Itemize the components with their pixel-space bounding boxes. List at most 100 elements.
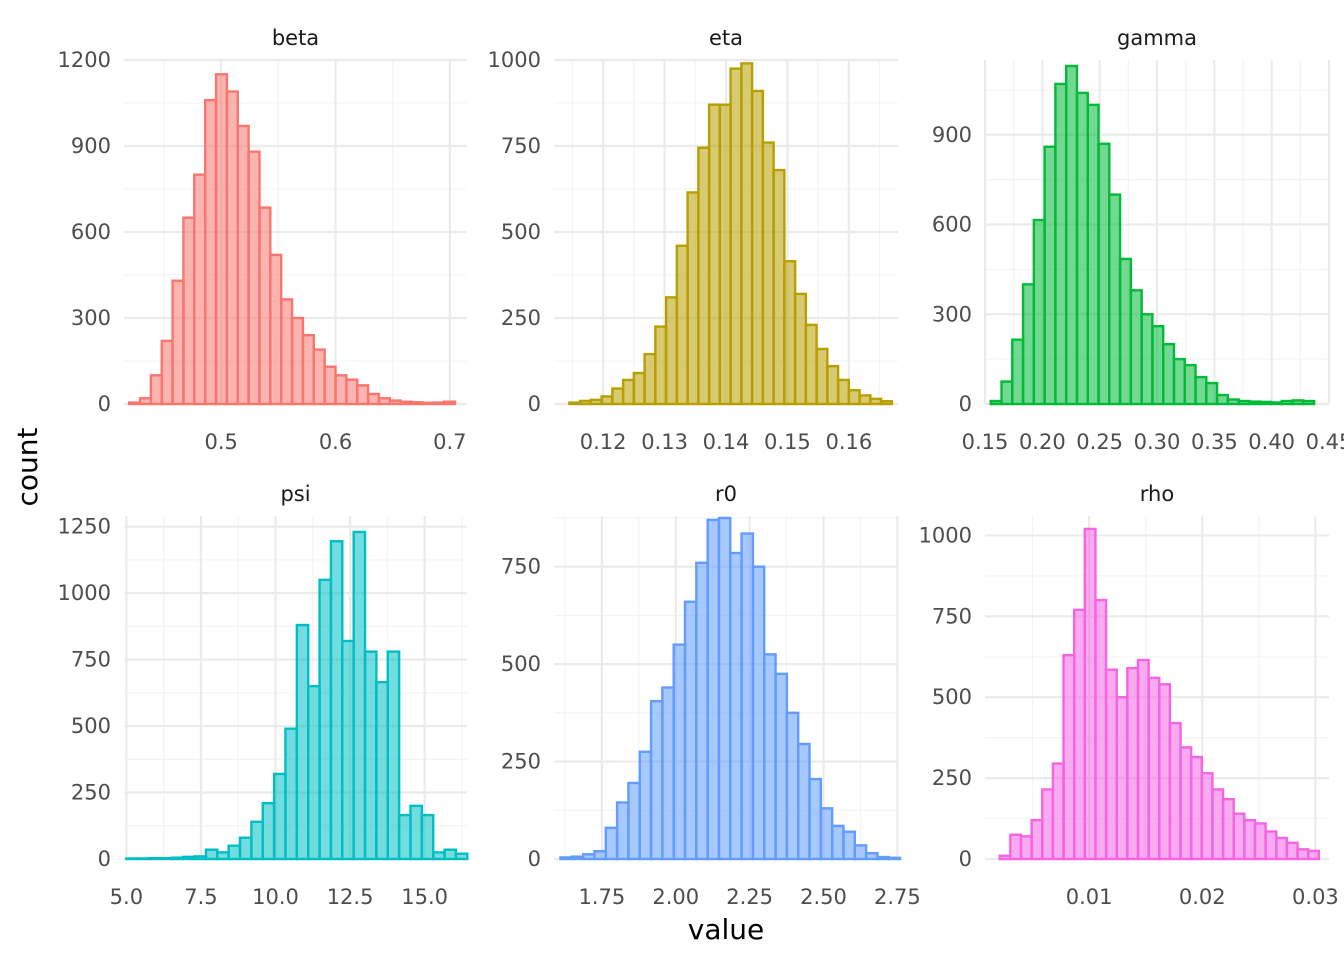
histogram-bar [661,686,675,861]
histogram-bar [1194,375,1208,406]
histogram-bar [352,530,367,861]
x-tick-label: 0.02 [1179,885,1226,909]
histogram-bar [1172,357,1186,406]
histogram-bar [1253,822,1267,861]
histogram-bar [879,400,894,406]
bars [998,527,1321,861]
histogram-bar [236,124,250,406]
histogram-bar [581,853,596,861]
histogram-bar [1104,668,1118,861]
histogram-bar [695,561,709,861]
histogram-bar [1094,598,1108,861]
histogram-bar [432,401,446,406]
histogram-bar [171,279,185,406]
histogram-bar [269,253,283,406]
y-tick-label: 1000 [58,581,111,605]
histogram-bar [887,856,902,861]
histogram-bar [1161,342,1176,406]
histogram-bar [1296,848,1310,861]
histogram-bar [1151,325,1165,406]
histogram-bar [772,168,786,406]
histogram-bar [1232,812,1246,861]
histogram-bar [1248,400,1262,406]
y-tick-label: 300 [932,302,972,326]
histogram-bar [377,397,392,406]
histogram-bar [1030,818,1044,861]
histogram-bar [1118,257,1133,406]
x-tick-label: 2.75 [874,885,921,909]
histogram-bar [683,600,698,861]
x-tick-label: 0.6 [319,430,352,454]
histogram-bar [654,325,668,406]
histogram-bar [621,378,636,406]
histogram-bar [706,518,721,861]
histogram-bar [1097,142,1111,406]
histogram-bar [443,848,458,861]
histogram-bar [578,399,593,406]
x-tick-label: 0.5 [204,430,237,454]
x-tick-label: 0.30 [1134,430,1181,454]
histogram-bar [334,374,348,406]
gridlines [124,516,467,861]
histogram-bar [442,400,457,406]
histogram-bar [793,292,808,406]
histogram-bar [1200,772,1214,861]
facet-strip-label: beta [272,26,319,50]
histogram-bar [876,855,890,861]
histogram-bar [836,378,851,406]
y-tick-label: 0 [98,847,111,871]
histogram-bar [593,850,607,861]
histogram-bar [1021,283,1036,406]
histogram-bar [160,339,174,406]
histogram-bar [203,98,218,406]
histogram-bar [819,807,834,861]
x-tick-label: 0.13 [641,430,688,454]
histogram-bar [1280,399,1294,406]
x-tick-label: 0.45 [1306,430,1344,454]
histogram-bar [397,813,412,861]
histogram-bar [697,146,711,406]
bars [989,64,1316,406]
histogram-bar [1302,399,1316,406]
histogram-bar [363,650,378,861]
histogram-bar [783,260,797,406]
facet-strip-label: psi [280,482,310,506]
histogram-bar [615,801,630,861]
histogram-bar [170,856,185,861]
histogram-bar [1243,818,1257,861]
histogram-bar [127,401,142,406]
histogram-bar [1000,380,1014,406]
histogram-bar [318,578,333,861]
x-tick-label: 2.25 [726,885,773,909]
y-tick-label: 1250 [58,515,111,539]
histogram-bar [761,141,775,406]
histogram-bar [785,711,800,861]
x-tick-label: 0.16 [825,430,872,454]
x-tick-label: 0.35 [1191,430,1238,454]
histogram-bar [1086,103,1100,406]
y-tick-label: 500 [71,714,111,738]
x-tick-label: 0.7 [433,430,466,454]
histogram-bar [740,62,754,406]
y-tick-label: 750 [501,134,541,158]
histogram-bar [1306,849,1321,861]
histogram-bar [1183,363,1197,406]
histogram-bar [323,365,337,406]
histogram-bar [847,389,861,406]
histogram-bar [329,540,344,861]
histogram-bar [1221,797,1235,861]
histogram-bar [1147,676,1161,861]
histogram-bar [312,348,326,406]
histogram-bar [1269,401,1283,406]
histogram-bar [125,857,139,861]
histogram-bar [1158,683,1172,861]
y-tick-label: 750 [71,648,111,672]
histogram-bar [290,316,305,406]
y-tick-label: 500 [501,652,541,676]
y-tick-label: 250 [71,781,111,805]
histogram-bar [1054,82,1068,406]
y-tick-label: 0 [528,847,541,871]
y-tick-label: 0 [959,392,972,416]
histogram-bar [1136,658,1150,861]
histogram-bar [1264,830,1278,861]
